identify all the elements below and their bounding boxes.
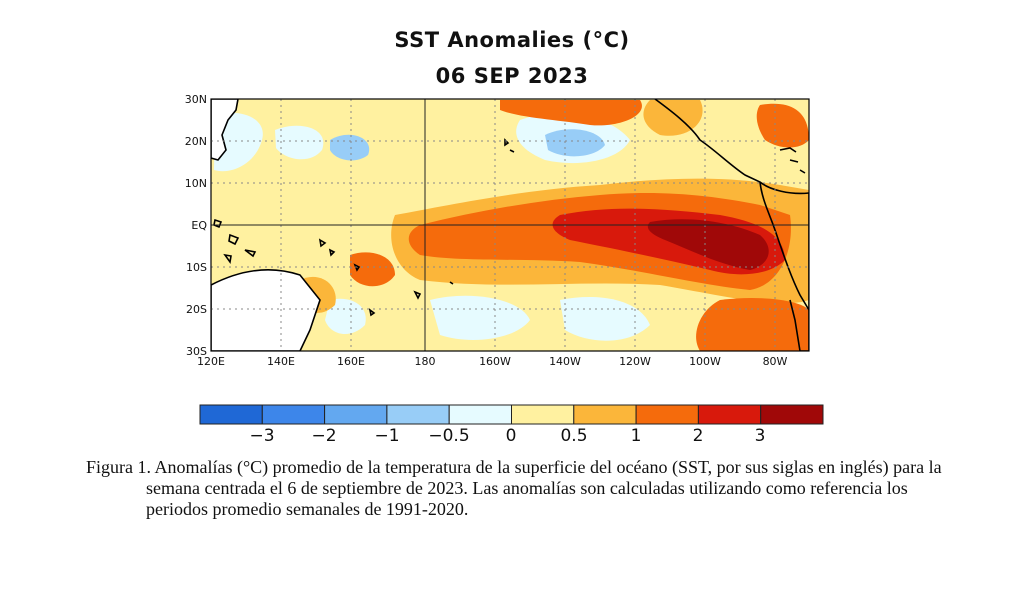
lon-label: 180 xyxy=(415,355,436,368)
lon-label: 120E xyxy=(197,355,225,368)
colorbar-swatch xyxy=(386,404,450,425)
colorbar-label: 0 xyxy=(506,426,517,446)
lon-label: 100W xyxy=(689,355,721,368)
lon-label: 120W xyxy=(619,355,651,368)
colorbar-label: 0.5 xyxy=(560,426,587,446)
colorbar-label: −2 xyxy=(311,426,336,446)
sst-anomaly-map: 30N 20N 10N EQ 10S 20S 30S 120E 140E 160… xyxy=(185,93,810,368)
lon-label: 140E xyxy=(267,355,295,368)
lon-label: 140W xyxy=(549,355,581,368)
colorbar-label: −0.5 xyxy=(428,426,469,446)
lat-label: EQ xyxy=(191,219,207,232)
lon-label: 80W xyxy=(763,355,788,368)
lon-label: 160W xyxy=(479,355,511,368)
lon-label: 160E xyxy=(337,355,365,368)
colorbar-swatch xyxy=(635,404,699,425)
colorbar-label: −1 xyxy=(374,426,399,446)
colorbar-swatch xyxy=(760,404,824,425)
lat-label: 10N xyxy=(185,177,207,190)
lat-label: 30S xyxy=(186,345,207,358)
colorbar-label: −3 xyxy=(249,426,274,446)
colorbar-labels: −3 −2 −1 −0.5 0 0.5 1 2 3 xyxy=(249,426,765,446)
map-title: SST Anomalies (°C) xyxy=(394,28,630,52)
colorbar-swatch xyxy=(573,404,637,425)
colorbar-swatch xyxy=(511,404,575,425)
colorbar-label: 1 xyxy=(631,426,642,446)
colorbar-label: 3 xyxy=(755,426,766,446)
colorbar-swatch xyxy=(324,404,388,425)
longitude-labels: 120E 140E 160E 180 160W 140W 120W 100W 8… xyxy=(197,355,788,368)
colorbar-swatches xyxy=(199,404,824,425)
colorbar-swatch xyxy=(697,404,762,425)
colorbar-swatch xyxy=(261,404,326,425)
colorbar-label: 2 xyxy=(693,426,704,446)
lat-label: 10S xyxy=(186,261,207,274)
map-date: 06 SEP 2023 xyxy=(435,64,589,88)
colorbar: −3 −2 −1 −0.5 0 0.5 1 2 3 xyxy=(199,404,824,446)
lat-label: 20S xyxy=(186,303,207,316)
lat-label: 30N xyxy=(185,93,207,106)
colorbar-swatch xyxy=(448,404,513,425)
colorbar-swatch xyxy=(199,404,263,425)
latitude-labels: 30N 20N 10N EQ 10S 20S 30S xyxy=(185,93,208,358)
figure-caption: Figura 1. Anomalías (°C) promedio de la … xyxy=(86,457,942,519)
lat-label: 20N xyxy=(185,135,207,148)
map-frame xyxy=(210,98,810,352)
